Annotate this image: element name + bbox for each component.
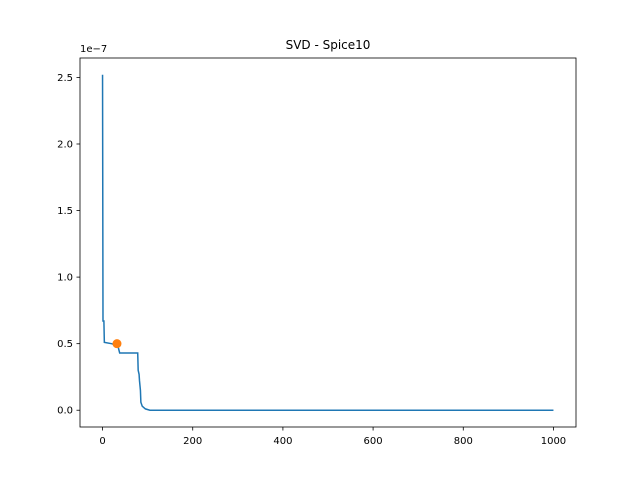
x-tick-label: 400 <box>273 436 292 447</box>
x-tick-label: 200 <box>183 436 202 447</box>
y-tick-label: 0.5 <box>57 339 73 350</box>
x-tick-label: 800 <box>454 436 473 447</box>
y-tick-label: 2.5 <box>57 73 73 84</box>
plot-frame <box>79 57 577 428</box>
y-offset-label: 1e−7 <box>80 44 107 55</box>
x-tick-label: 0 <box>99 436 105 447</box>
y-tick-label: 1.0 <box>57 273 73 284</box>
chart-title: SVD - Spice10 <box>286 38 371 52</box>
x-tick-label: 600 <box>364 436 383 447</box>
x-tick-label: 1000 <box>541 436 566 447</box>
y-tick-label: 0.0 <box>57 406 73 417</box>
point <box>112 339 122 349</box>
y-tick-label: 1.5 <box>57 206 73 217</box>
line <box>101 74 554 411</box>
y-tick-label: 2.0 <box>57 139 73 150</box>
